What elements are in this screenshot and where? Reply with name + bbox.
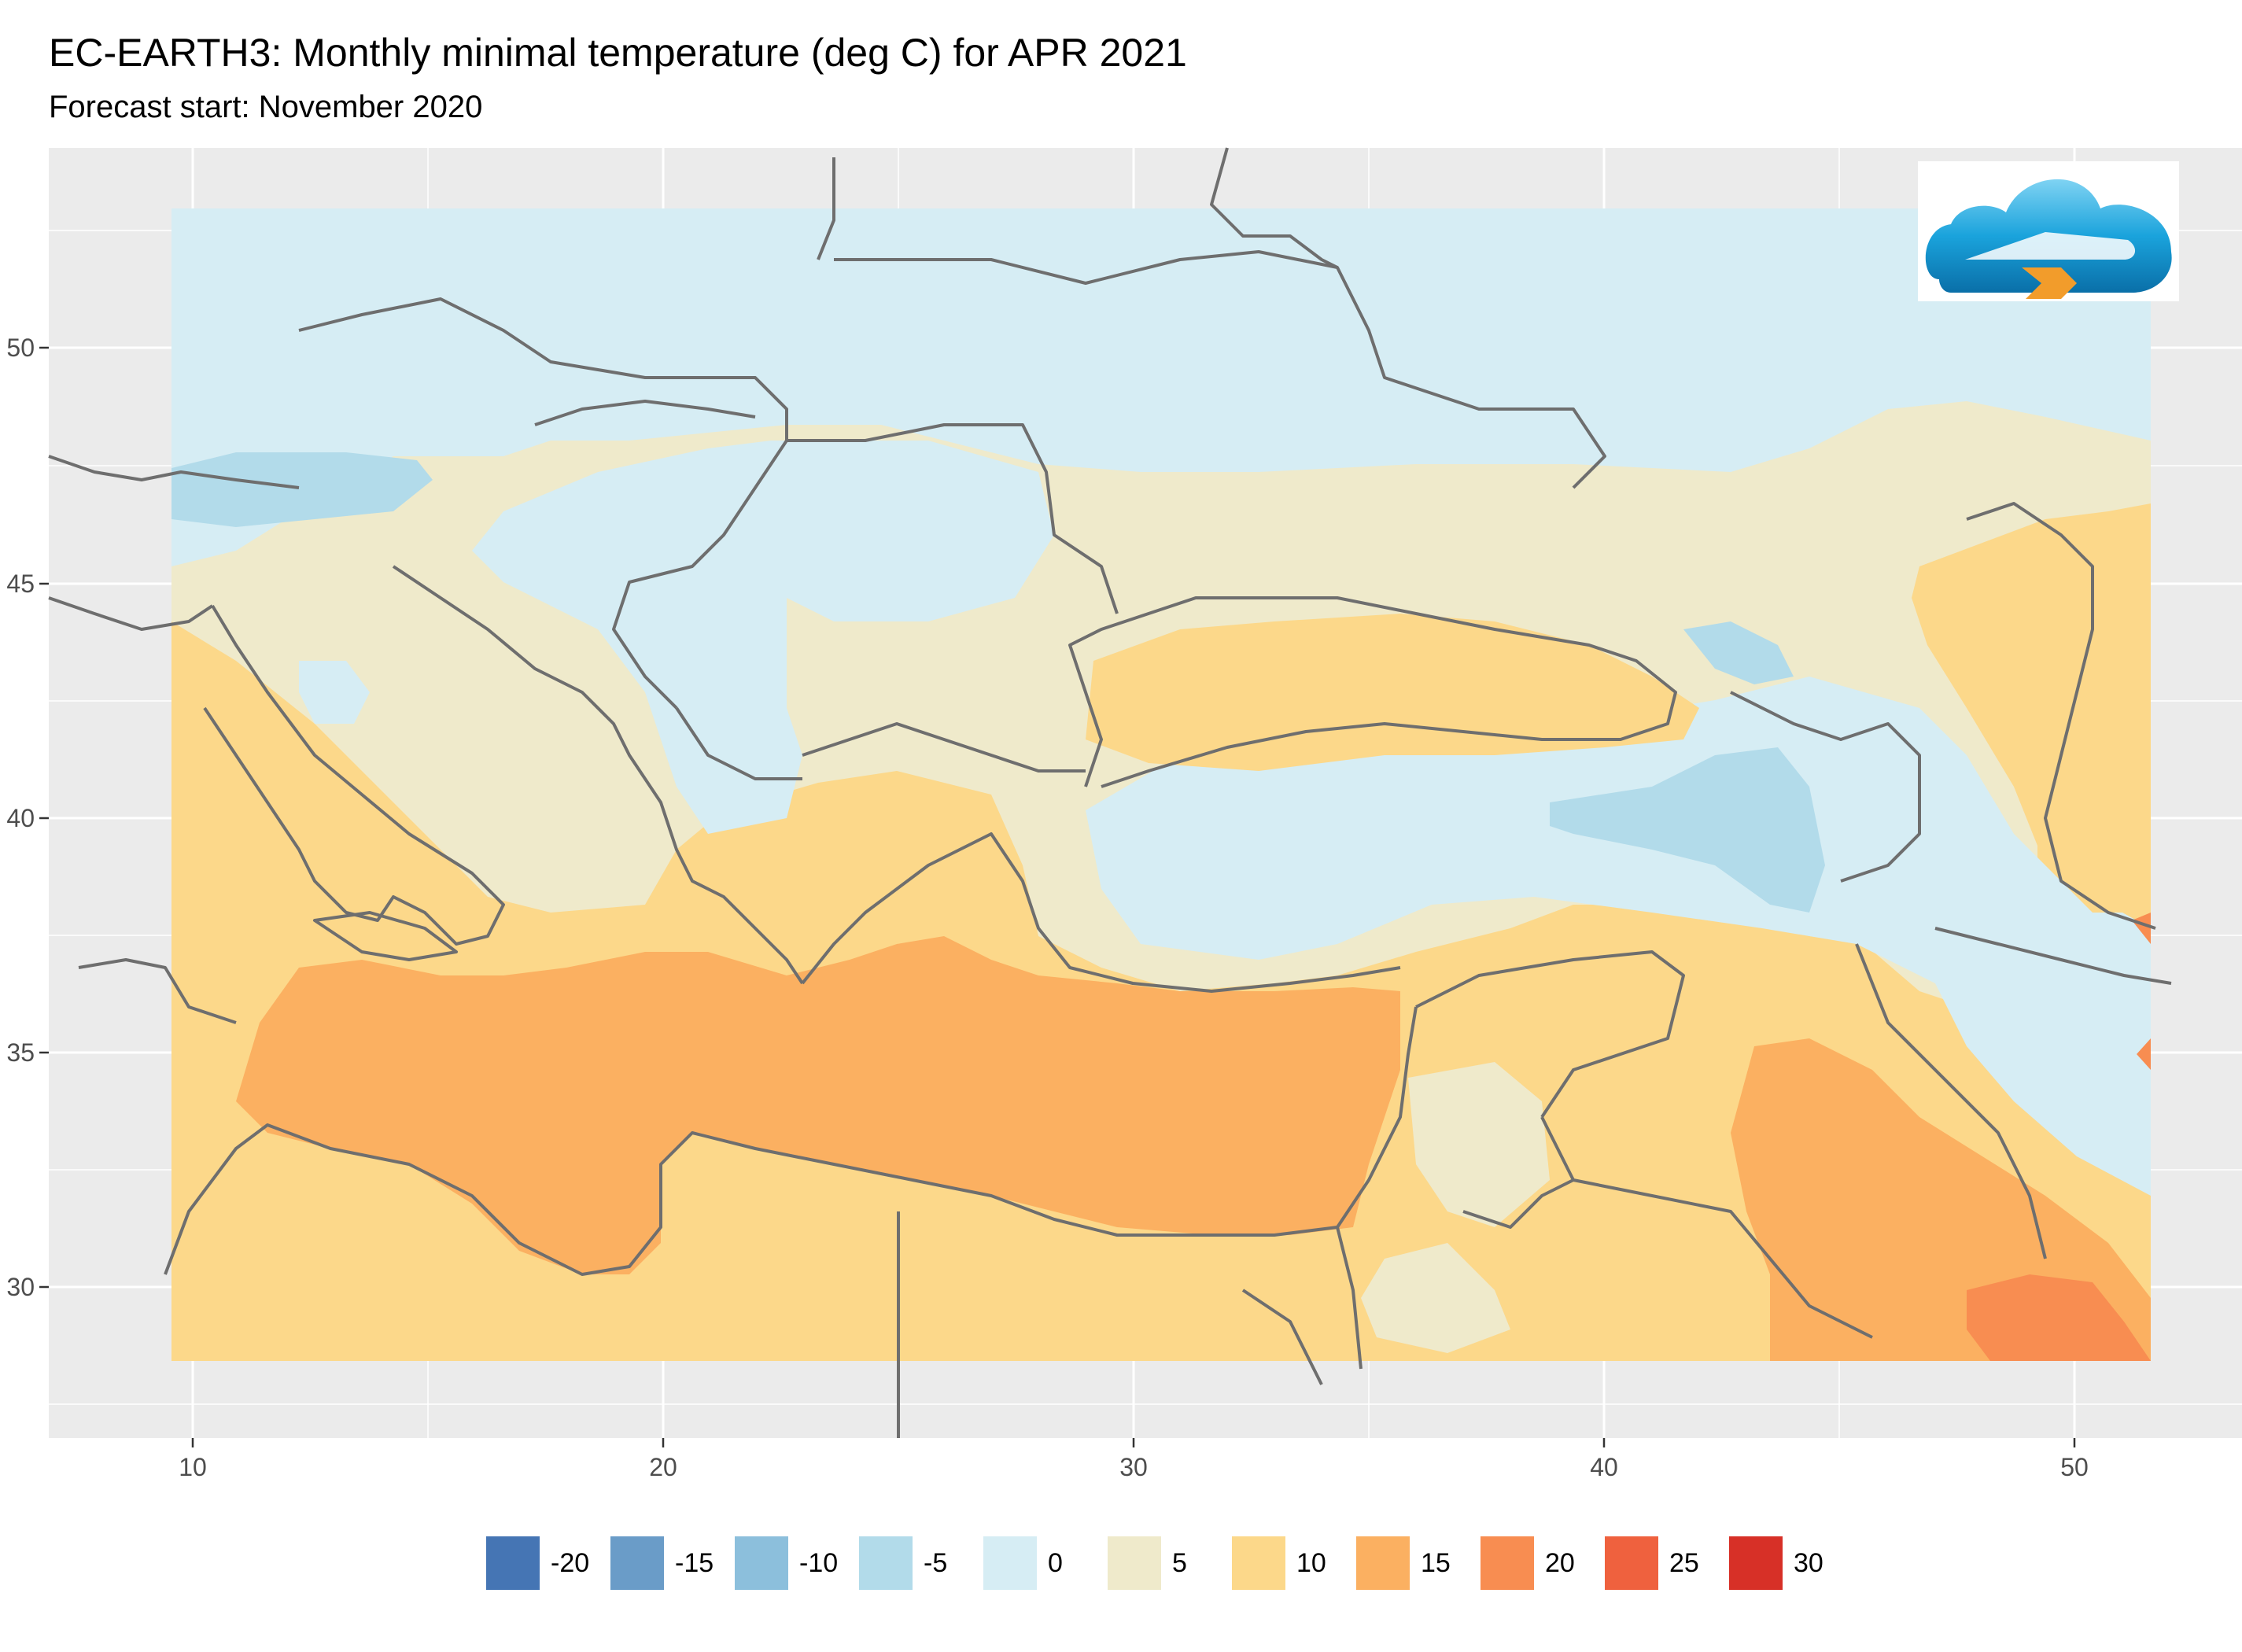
legend-item: -5 [859, 1536, 983, 1590]
legend-item: 0 [983, 1536, 1108, 1590]
legend-swatch [610, 1536, 664, 1590]
y-tick-label: 30 [6, 1273, 35, 1301]
temperature-field [171, 208, 2151, 1361]
legend-label: 10 [1296, 1547, 1326, 1578]
y-tick-label: 35 [6, 1038, 35, 1067]
legend-item: 30 [1729, 1536, 1853, 1590]
country-borders [48, 147, 2172, 1438]
band-0 [171, 208, 2151, 566]
x-tick-label: 10 [179, 1453, 207, 1481]
legend-item: 20 [1481, 1536, 1605, 1590]
cloud-logo-icon [1918, 161, 2179, 301]
legend-item: 10 [1232, 1536, 1356, 1590]
legend-label: -20 [551, 1547, 590, 1578]
color-legend: -20 -15 -10 -5 0 5 10 15 20 25 30 [486, 1536, 1853, 1591]
chart-title: EC-EARTH3: Monthly minimal temperature (… [49, 31, 1187, 75]
band-15-med [236, 936, 1400, 1274]
chart-subtitle: Forecast start: November 2020 [49, 90, 483, 124]
legend-swatch [1108, 1536, 1161, 1590]
legend-label: 0 [1048, 1547, 1063, 1578]
band-5-south [1408, 1062, 1550, 1227]
y-tick-label: 40 [6, 804, 35, 832]
band-minus5-turkey [1550, 747, 1825, 913]
band-20 [1967, 1274, 2151, 1361]
x-tick-label: 40 [1590, 1453, 1618, 1481]
legend-swatch [1232, 1536, 1285, 1590]
legend-label: -15 [675, 1547, 714, 1578]
x-axis-labels: 10 20 30 40 50 [179, 1453, 2089, 1481]
x-tick-label: 20 [649, 1453, 677, 1481]
legend-label: 5 [1172, 1547, 1187, 1578]
legend-swatch [1729, 1536, 1783, 1590]
band-0-balkans [472, 441, 1054, 834]
legend-item: 5 [1108, 1536, 1232, 1590]
band-5-egypt [1361, 1243, 1510, 1353]
band-minus5-caucasus [1683, 621, 1794, 684]
legend-label: 30 [1794, 1547, 1823, 1578]
band-0-turkey [1086, 677, 2151, 1196]
legend-label: 15 [1421, 1547, 1451, 1578]
y-tick-label: 50 [6, 334, 35, 362]
legend-item: -15 [610, 1536, 735, 1590]
legend-item: -10 [735, 1536, 859, 1590]
legend-item: -20 [486, 1536, 610, 1590]
band-minus5-alps [171, 452, 433, 527]
legend-item: 25 [1605, 1536, 1729, 1590]
legend-label: 25 [1669, 1547, 1699, 1578]
legend-swatch [983, 1536, 1037, 1590]
legend-swatch [486, 1536, 540, 1590]
legend-label: 20 [1545, 1547, 1575, 1578]
legend-swatch [1481, 1536, 1534, 1590]
band-10-blacksea [1086, 614, 1699, 771]
legend-label: -10 [799, 1547, 839, 1578]
legend-swatch [1356, 1536, 1410, 1590]
band-0-alps [299, 661, 370, 724]
x-tick-label: 30 [1119, 1453, 1148, 1481]
y-axis-labels: 50 45 40 35 30 [6, 334, 35, 1301]
legend-swatch [859, 1536, 913, 1590]
band-20-edge2 [2137, 1038, 2151, 1070]
axis-ticks [39, 346, 2076, 1447]
y-tick-label: 45 [6, 570, 35, 598]
legend-swatch [1605, 1536, 1658, 1590]
legend-swatch [735, 1536, 788, 1590]
legend-label: -5 [924, 1547, 948, 1578]
legend-item: 15 [1356, 1536, 1481, 1590]
x-tick-label: 50 [2060, 1453, 2089, 1481]
